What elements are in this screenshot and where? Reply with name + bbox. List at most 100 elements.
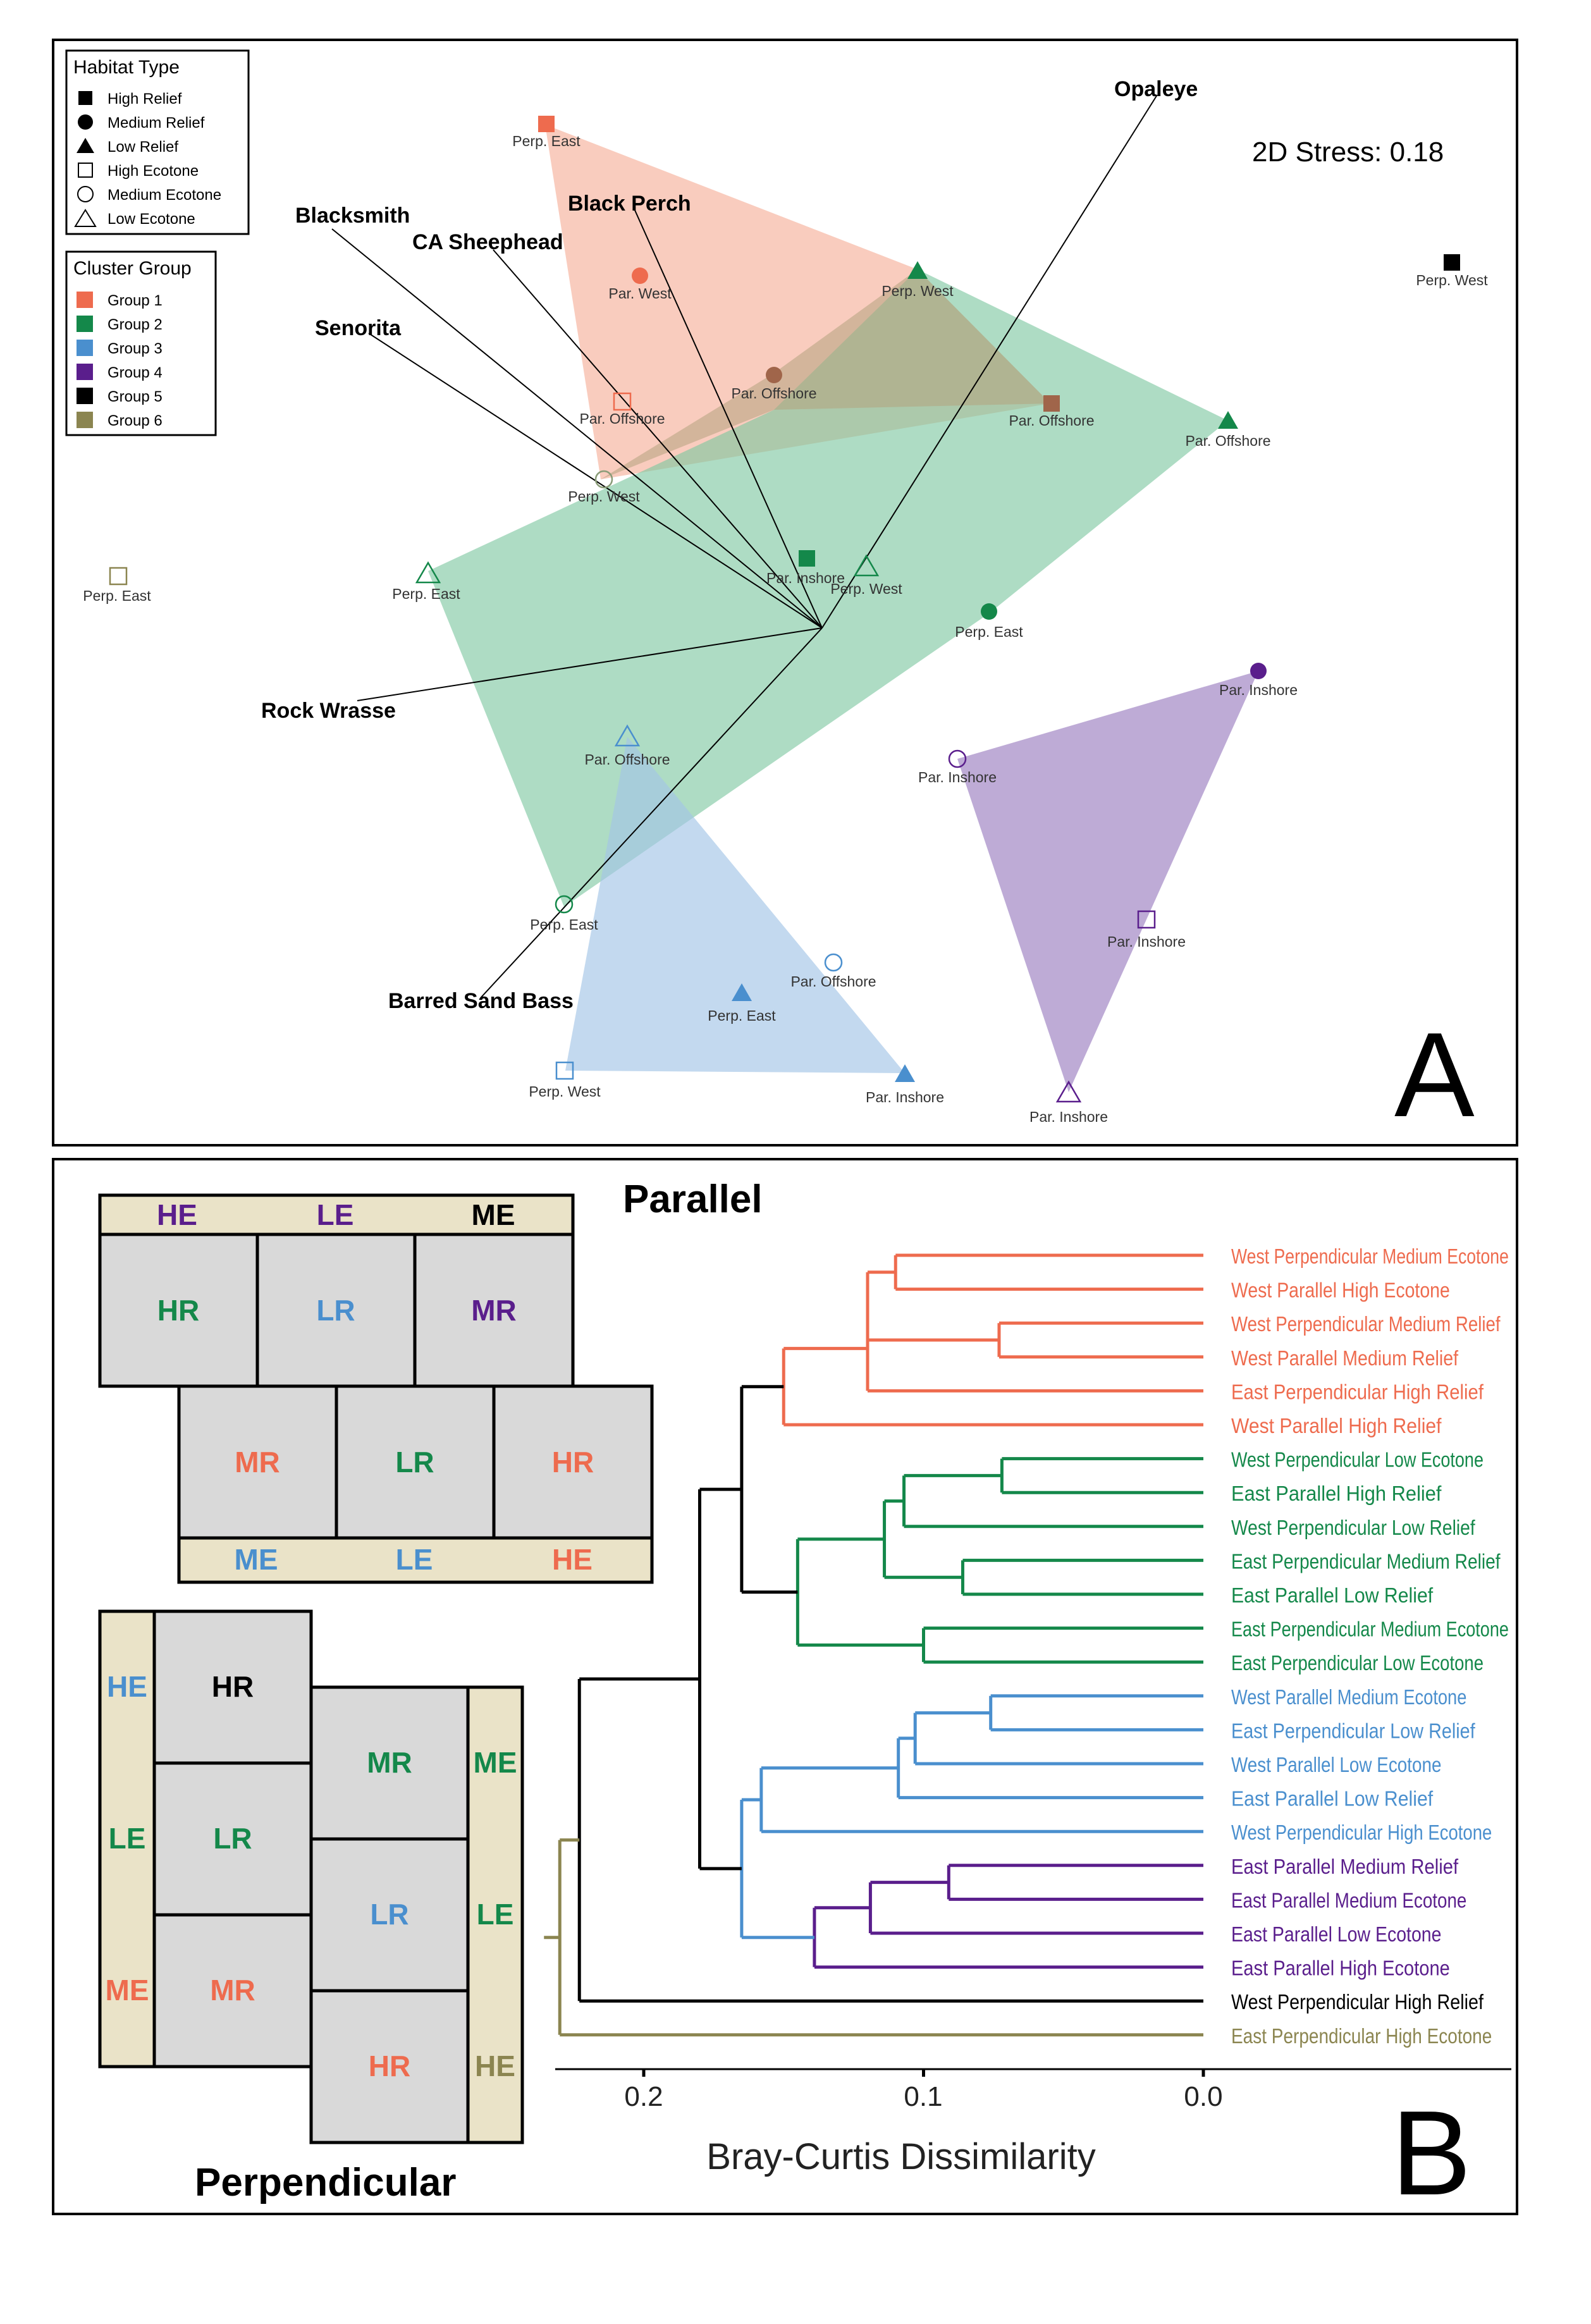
- legend-item-label: Group 2: [108, 316, 163, 333]
- vector-label: Opaleye: [1114, 77, 1198, 101]
- vector-rock-wrasse: [357, 627, 823, 701]
- axis-tick-label: 0.2: [624, 2081, 663, 2112]
- square-filled-icon: [78, 91, 92, 105]
- point-high-ecotone: [109, 567, 128, 586]
- vector-label: Black Perch: [568, 192, 691, 216]
- cell-label: MR: [235, 1446, 280, 1479]
- point-label: Perp. West: [830, 581, 902, 597]
- point-label: Perp. East: [392, 586, 460, 602]
- vector-blacksmith: [331, 228, 823, 629]
- strip-label: LE: [396, 1543, 433, 1576]
- triangle-filled-icon: [77, 138, 94, 153]
- circle-open-icon: [77, 186, 94, 202]
- dendrogram-leaf-label: West Perpendicular High Relief: [1231, 1990, 1484, 2014]
- point-label: Perp. East: [955, 624, 1023, 640]
- cell-label: LR: [316, 1294, 355, 1327]
- point-low-relief: [1218, 411, 1238, 429]
- dendrogram-leaf-label: East Parallel Low Relief: [1231, 1583, 1434, 1607]
- vector-opaleye: [821, 94, 1158, 629]
- parallel-title: Parallel: [623, 1177, 763, 1221]
- dendrogram-leaf-label: East Parallel Low Relief: [1231, 1787, 1434, 1811]
- triangle-open-icon: [74, 209, 97, 227]
- perp-right-strip: [466, 1685, 524, 2144]
- point-label: Par. Inshore: [766, 570, 845, 586]
- cell-label: HR: [157, 1294, 199, 1327]
- strip-label: LE: [477, 1898, 514, 1931]
- dendrogram-leaf-label: East Perpendicular Low Ecotone: [1231, 1651, 1484, 1675]
- dendrogram-leaf-label: East Parallel Medium Ecotone: [1231, 1888, 1466, 1912]
- point-low-ecotone: [415, 561, 441, 584]
- point-label: Par. Inshore: [1107, 933, 1186, 950]
- dendrogram-leaf-label: East Perpendicular Medium Relief: [1231, 1549, 1501, 1573]
- point-medium-ecotone: [948, 749, 967, 768]
- point-label: Par. West: [608, 285, 672, 302]
- legend-item-label: Medium Ecotone: [108, 187, 221, 204]
- legend-item-label: Low Ecotone: [108, 211, 195, 228]
- dendrogram-leaf-label: West Parallel Medium Relief: [1231, 1346, 1459, 1370]
- point-high-ecotone: [555, 1061, 574, 1080]
- dendrogram-leaf-label: West Perpendicular High Ecotone: [1231, 1821, 1492, 1844]
- vector-label: CA Sheephead: [412, 230, 563, 254]
- dendrogram-leaf-label: East Parallel High Ecotone: [1231, 1957, 1450, 1980]
- point-label: Par. Offshore: [790, 973, 876, 990]
- point-label: Perp. East: [708, 1007, 776, 1024]
- point-high-ecotone: [613, 392, 632, 411]
- legend-item-label: Group 4: [108, 364, 163, 381]
- dendrogram-leaf-label: East Perpendicular High Relief: [1231, 1380, 1484, 1403]
- point-label: Par. Offshore: [1185, 433, 1270, 449]
- legend-item-label: Group 6: [108, 412, 163, 429]
- legend-item-label: Medium Relief: [108, 114, 205, 132]
- x-axis-title: Bray-Curtis Dissimilarity: [706, 2136, 1095, 2177]
- strip-label: HE: [157, 1198, 197, 1231]
- point-label: Perp. West: [882, 283, 954, 299]
- cell-label: LR: [395, 1446, 434, 1479]
- species-vectors: [331, 94, 1158, 999]
- perpendicular-layout: [98, 1609, 524, 2144]
- point-high-relief: [1444, 254, 1460, 271]
- strip-label: HE: [552, 1543, 593, 1576]
- parallel-cell: [335, 1384, 496, 1540]
- axis-tick-label: 0.0: [1184, 2081, 1222, 2112]
- point-label: Par. Offshore: [1009, 412, 1094, 429]
- dendrogram-leaf-label: West Perpendicular Low Ecotone: [1231, 1448, 1484, 1472]
- swatch-group-1: [77, 292, 93, 308]
- legend-item-label: High Relief: [108, 90, 182, 108]
- strip-label: ME: [472, 1198, 515, 1231]
- strip-label: ME: [106, 1974, 149, 2007]
- swatch-group-6: [77, 412, 93, 428]
- cell-label: MR: [471, 1294, 517, 1327]
- strip-label: HE: [107, 1670, 147, 1703]
- swatch-group-4: [77, 364, 93, 380]
- vector-black-perch: [633, 207, 823, 629]
- point-high-relief: [799, 550, 815, 567]
- square-open-icon: [78, 163, 93, 178]
- vector-label: Senorita: [315, 316, 402, 340]
- point-low-ecotone: [853, 554, 880, 577]
- point-label: Perp. East: [512, 133, 580, 149]
- point-label: Par. Inshore: [1029, 1109, 1108, 1125]
- vector-label: Rock Wrasse: [261, 699, 396, 723]
- swatch-group-3: [77, 340, 93, 356]
- point-label: Perp. West: [568, 488, 640, 505]
- perpendicular-title: Perpendicular: [195, 2161, 456, 2204]
- point-label: Par. Offshore: [579, 410, 665, 427]
- perp-cell: [309, 1685, 470, 1841]
- legend-item-label: Group 3: [108, 340, 163, 357]
- point-medium-ecotone: [594, 470, 613, 489]
- point-low-relief: [895, 1064, 915, 1082]
- cell-label: LR: [213, 1822, 252, 1855]
- perp-left-strip: [98, 1609, 156, 2069]
- strip-label: LE: [109, 1822, 146, 1855]
- point-label: Par. Offshore: [731, 385, 816, 402]
- point-medium-relief: [981, 603, 997, 620]
- point-medium-ecotone: [555, 895, 574, 914]
- dendrogram-leaf-label: East Perpendicular Medium Ecotone: [1231, 1618, 1509, 1641]
- cell-label: HR: [369, 2050, 410, 2082]
- perp-cell: [152, 1913, 313, 2069]
- point-high-relief: [538, 116, 555, 132]
- axis-tick-label: 0.1: [904, 2081, 942, 2112]
- point-label: Par. Inshore: [1219, 682, 1298, 698]
- parallel-cell: [177, 1384, 338, 1540]
- panel-letter-a: A: [1394, 1008, 1475, 1142]
- vector-label: Barred Sand Bass: [388, 989, 574, 1013]
